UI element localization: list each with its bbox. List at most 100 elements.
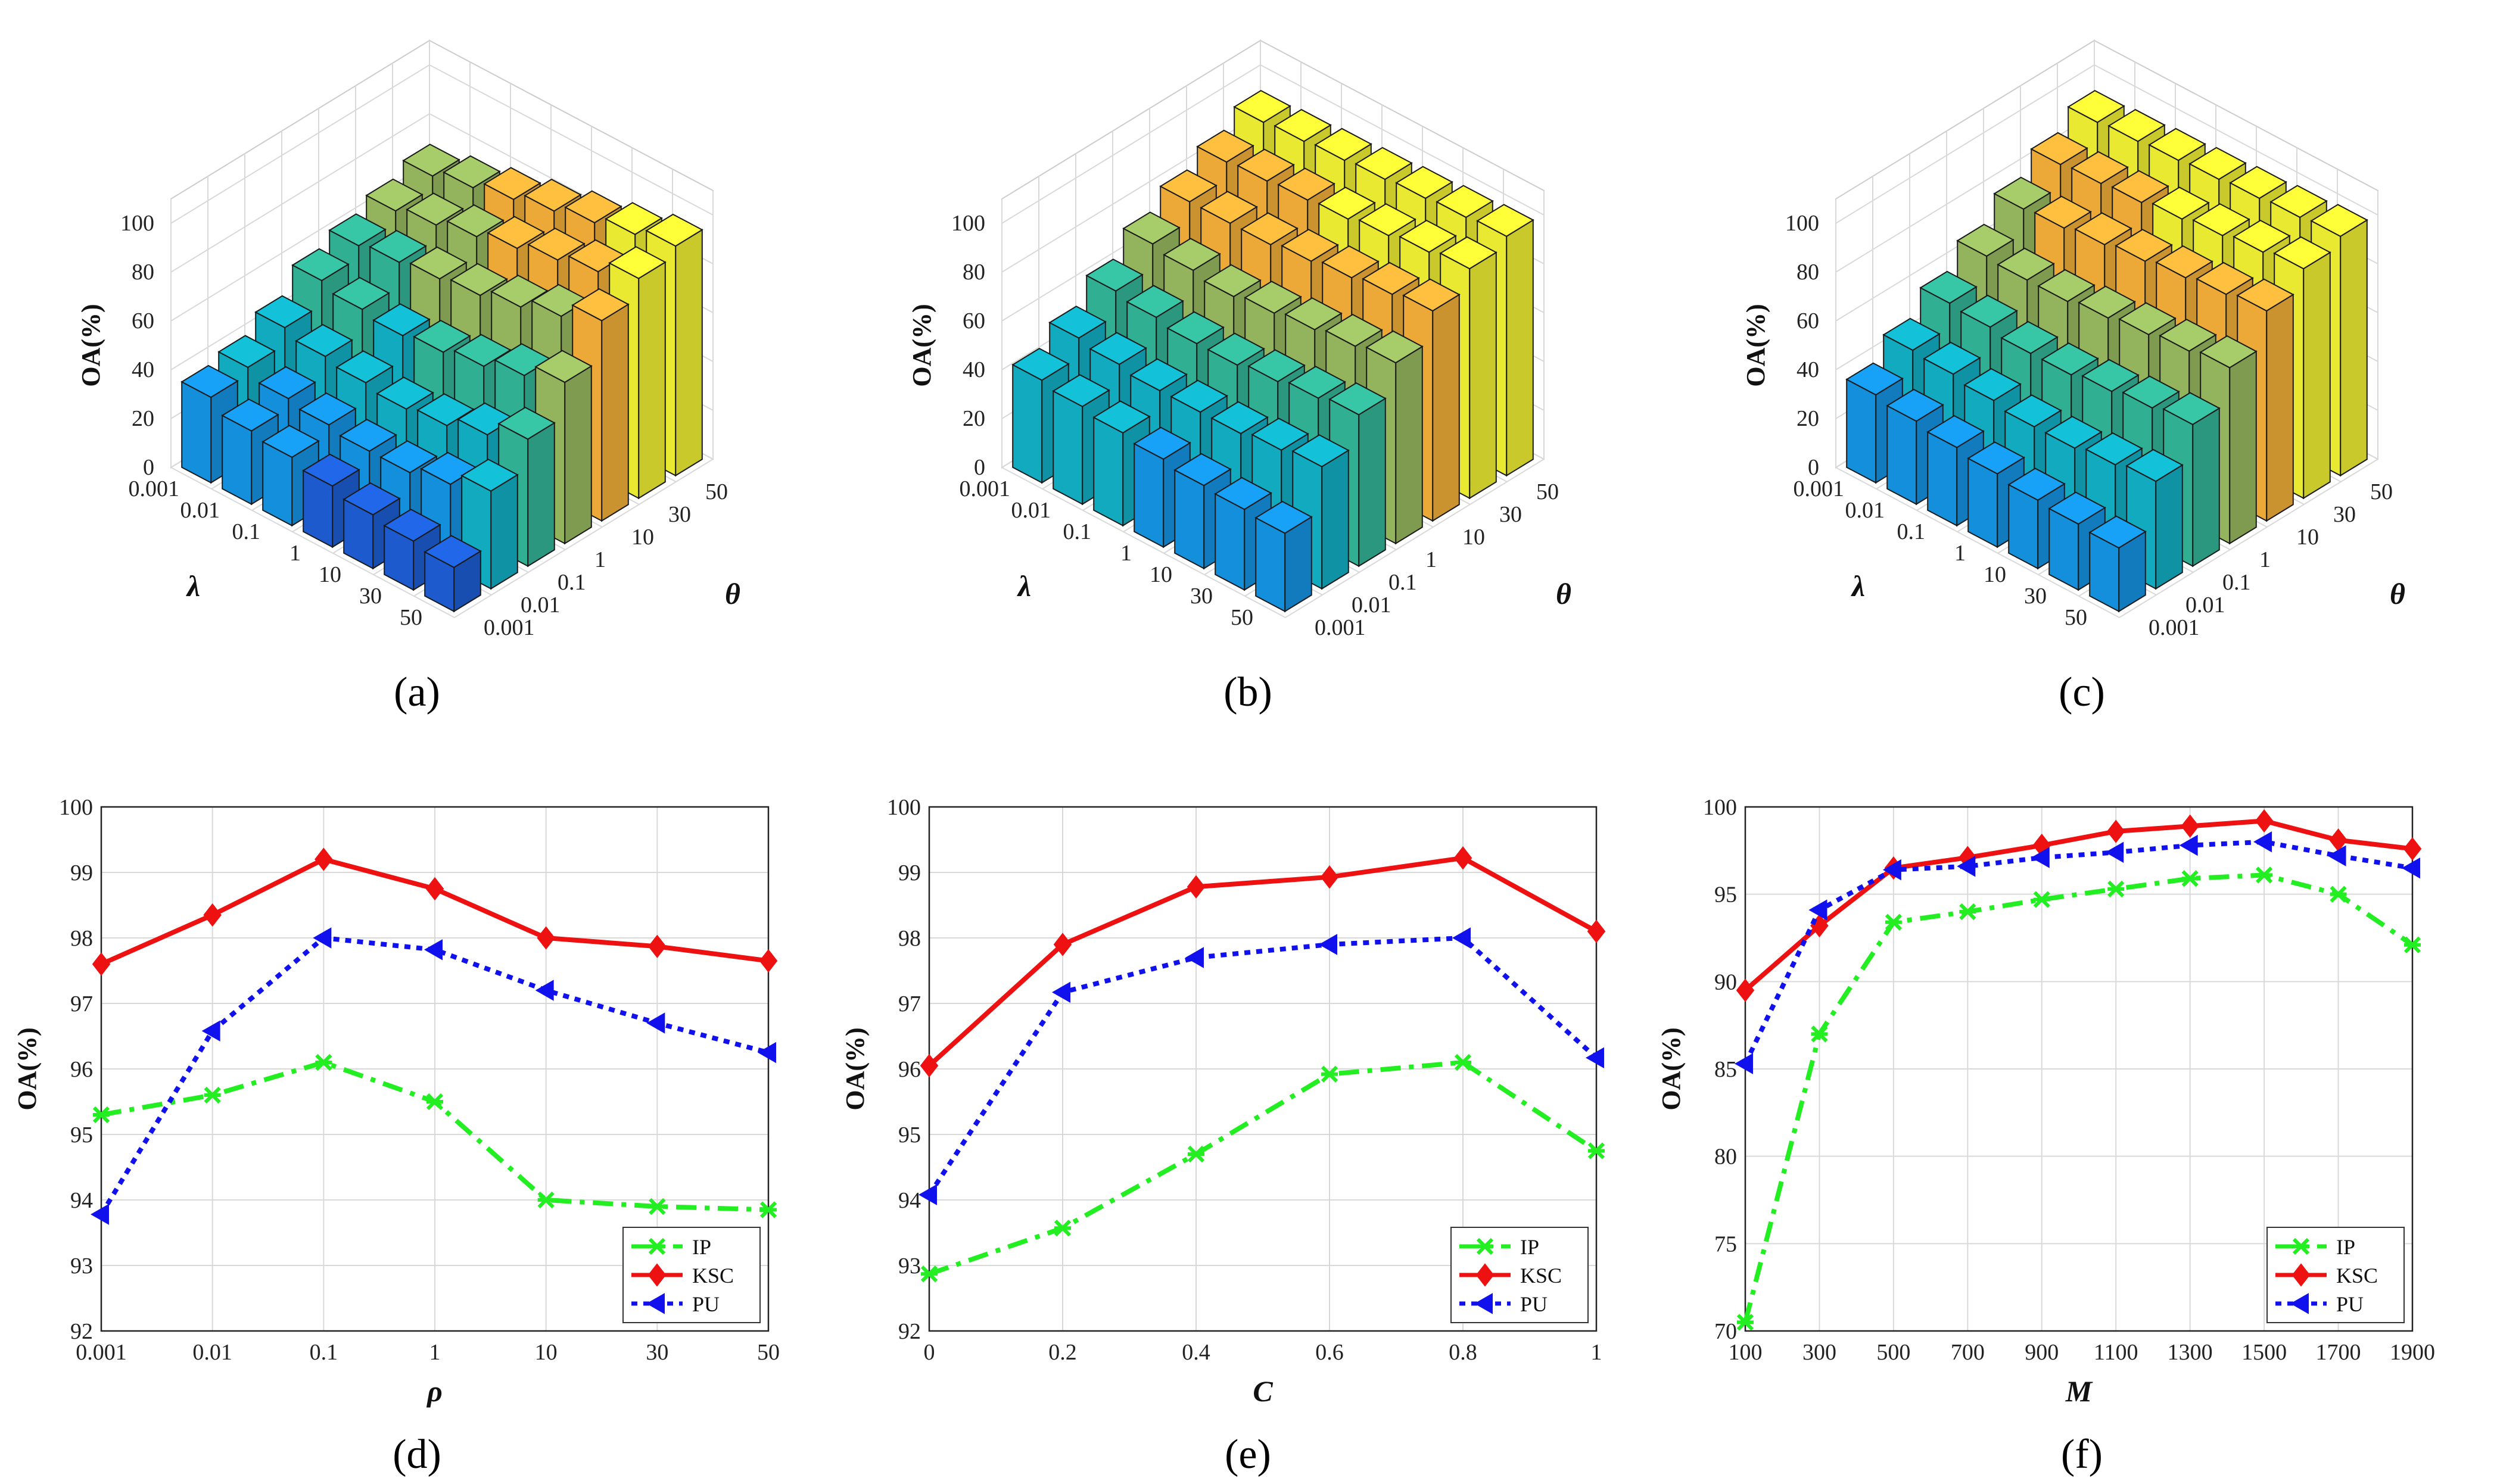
bar-face-side <box>1469 251 1497 500</box>
bar-face-side <box>675 229 703 477</box>
lambda-tick-label: 0.001 <box>129 476 180 501</box>
data-point-pu <box>757 1042 776 1064</box>
data-point-ksc <box>425 877 444 901</box>
bar-face-top <box>328 213 387 247</box>
bar-face-front <box>181 381 212 484</box>
z-tick-label: 0 <box>974 455 985 480</box>
bar-face-top <box>295 324 353 357</box>
legend-marker-ip <box>648 1237 666 1255</box>
x-tick-label: 1700 <box>2316 1340 2361 1365</box>
legend-label-ksc: KSC <box>1520 1264 1562 1287</box>
bar-face-top <box>564 190 622 224</box>
x-tick-label: 10 <box>535 1340 558 1365</box>
y-tick-label: 97 <box>898 992 921 1017</box>
bar-face-top <box>2229 166 2287 199</box>
legend-marker-pu <box>2290 1293 2309 1314</box>
x-tick-label: 0 <box>924 1340 935 1365</box>
legend-label-ip: IP <box>1520 1235 1539 1259</box>
y-tick-label: 99 <box>70 861 93 886</box>
bar-face-top <box>443 155 501 189</box>
bar-face-top <box>1011 348 1070 381</box>
bar-face-top <box>298 392 357 426</box>
theta-tick-label: 10 <box>631 525 654 550</box>
data-point-pu <box>2105 841 2124 863</box>
bar-face-top <box>369 230 427 263</box>
z-tick-label: 60 <box>132 308 154 333</box>
data-point-ksc <box>2255 809 2274 833</box>
y-tick-label: 90 <box>1714 969 1737 994</box>
bar-face-side <box>2155 464 2183 590</box>
y-tick-label: 100 <box>59 795 93 820</box>
theta-tick-label: 0.1 <box>558 570 586 595</box>
bar-face-top <box>1173 453 1232 487</box>
bar-face-top <box>2074 212 2132 245</box>
x-tick-label: 1300 <box>2168 1340 2213 1365</box>
bar-face-top <box>1240 212 1299 245</box>
bar-face-top <box>1288 366 1346 399</box>
bar-face-side <box>1321 449 1349 590</box>
y-tick-label: 98 <box>70 926 93 951</box>
data-point-ip <box>537 1191 555 1209</box>
x-tick-label: 900 <box>2025 1340 2059 1365</box>
bar-face-top <box>379 440 438 473</box>
legend-label-pu: PU <box>692 1292 720 1316</box>
theta-tick-label: 0.01 <box>521 593 561 618</box>
data-point-pu <box>90 1204 109 1225</box>
bar-face-top <box>1170 379 1228 413</box>
bar-face-side <box>527 422 555 568</box>
x-tick-label: 0.1 <box>310 1340 338 1365</box>
bar-face-top <box>1085 258 1144 292</box>
bar-face-top <box>1122 211 1181 245</box>
data-point-pu <box>646 1012 665 1034</box>
bar-face-top <box>1321 245 1380 279</box>
data-point-ip <box>1885 914 1903 931</box>
z-tick-label: 100 <box>951 211 985 236</box>
bar-face-top <box>2269 185 2328 219</box>
bar-face-top <box>1318 186 1376 220</box>
bar-face-top <box>406 192 464 226</box>
line-chart-e: 92 93 94 95 96 97 98 99 100 0 0.2 0.4 0.6 0.8 1 C OA(%) I… <box>840 795 1606 1408</box>
bar-face-top <box>1358 203 1416 236</box>
y-tick-label: 95 <box>70 1123 93 1148</box>
data-point-ip <box>1321 1065 1338 1083</box>
bar-face-top <box>2148 127 2206 161</box>
y-tick-label: 70 <box>1714 1319 1737 1344</box>
data-point-ip <box>2107 880 2125 897</box>
legend: IP KSC PU <box>622 1227 761 1323</box>
legend-marker-ip <box>2292 1237 2310 1255</box>
bar-face-top <box>1439 236 1497 270</box>
x-tick-label: 1500 <box>2241 1340 2287 1365</box>
x-tick-label: 0.01 <box>192 1340 232 1365</box>
bar-face-top <box>409 246 468 280</box>
bar-face-top <box>1993 176 2051 210</box>
bar-face-top <box>534 350 593 384</box>
y-tick-label: 93 <box>70 1254 93 1279</box>
data-point-ksc <box>1320 865 1339 889</box>
bar-face-top <box>2048 491 2106 525</box>
y-tick-label: 95 <box>898 1123 921 1148</box>
theta-tick-label: 0.1 <box>2222 570 2251 595</box>
bar-face-top <box>416 393 475 426</box>
y-tick-label: 100 <box>887 795 921 820</box>
data-point-pu <box>1051 981 1070 1003</box>
bar-face-top <box>1237 148 1295 182</box>
lambda-tick-label: 50 <box>400 605 422 630</box>
y-tick-label: 99 <box>898 861 921 886</box>
series-line-ksc <box>927 855 1598 1068</box>
theta-tick-label: 0.001 <box>2149 615 2200 640</box>
bar-face-top <box>372 303 431 336</box>
bar-face-top <box>527 227 586 261</box>
z-tick-label: 40 <box>132 357 154 382</box>
z-tick-label: 40 <box>963 357 985 382</box>
series-line-ksc <box>1743 818 2413 993</box>
bar-face-top <box>1362 261 1420 295</box>
bar-face-front <box>1886 404 1917 506</box>
x-axis-label: ρ <box>426 1374 443 1408</box>
bar-face-top <box>180 364 239 398</box>
bar-face-top <box>1210 401 1269 435</box>
legend: IP KSC PU <box>1450 1227 1589 1323</box>
theta-tick-label: 10 <box>2296 525 2319 550</box>
x-tick-label: 1 <box>1591 1340 1602 1365</box>
legend-label-ksc: KSC <box>2336 1264 2378 1287</box>
bar-face-top <box>1926 415 1985 448</box>
